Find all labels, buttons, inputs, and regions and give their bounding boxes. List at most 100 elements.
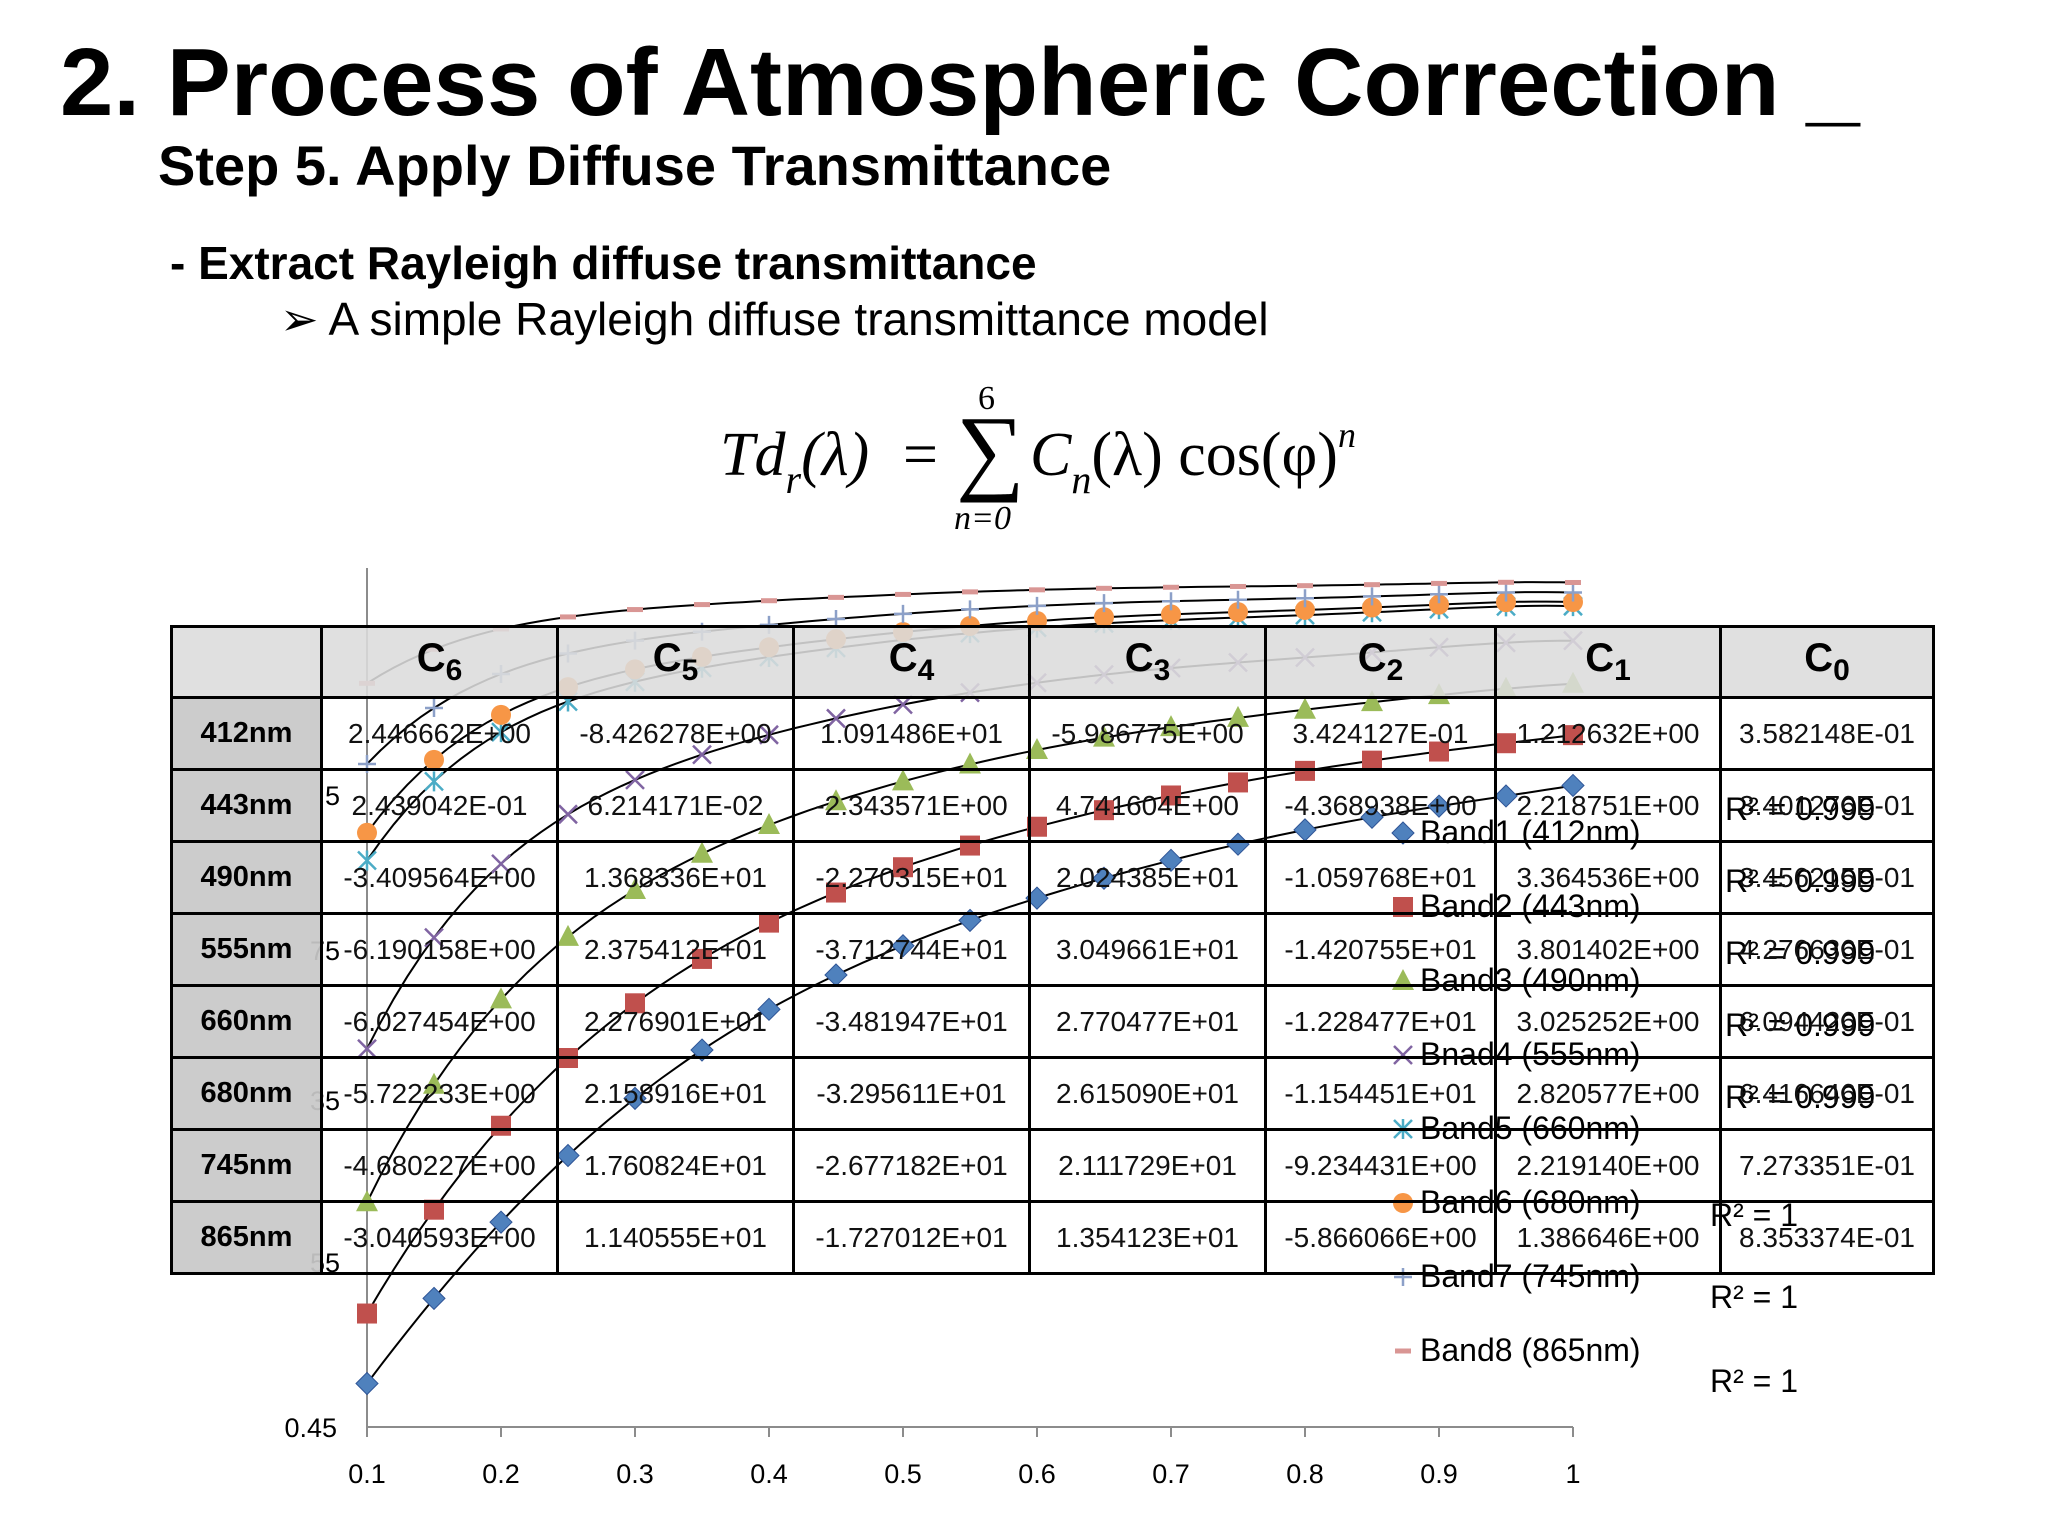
column-header-letter: C <box>1124 636 1154 680</box>
formula-equals: = <box>903 421 938 489</box>
table-cell: -1.228477E+01 <box>1264 984 1497 1059</box>
data-point-circle <box>1429 594 1449 615</box>
row-band-label: 490nm <box>170 840 323 915</box>
x-tick-label: 0.4 <box>750 1459 788 1489</box>
formula-lhs-arg: (λ) <box>801 421 870 489</box>
column-header-subscript: 4 <box>917 654 935 687</box>
table-cell: 2.219140E+00 <box>1494 1128 1722 1203</box>
data-point-dash <box>1163 584 1179 590</box>
table-cell: 6.214171E-02 <box>556 768 795 843</box>
row-band-label: 865nm <box>170 1200 323 1275</box>
data-point-plus <box>1296 589 1314 608</box>
legend-label: Band8 (865nm) <box>1420 1332 1641 1368</box>
table-cell: 2.276901E+01 <box>556 984 795 1059</box>
table-cell: 2.446662E+00 <box>320 696 559 771</box>
table-cell: -5.722233E+00 <box>320 1056 559 1131</box>
formula-rhs: Cn(λ) cos(φ)n <box>1030 415 1356 502</box>
column-header-subscript: 3 <box>1153 654 1171 687</box>
data-point-dash <box>761 598 777 604</box>
table-cell: 1.368336E+01 <box>556 840 795 915</box>
table-body: 412nm 2.446662E+00 -8.426278E+00 1.091486E+… <box>170 696 1935 1275</box>
data-point-plus <box>827 610 845 629</box>
data-point-circle <box>1161 604 1181 625</box>
table-cell: -9.234431E+00 <box>1264 1128 1497 1203</box>
r-squared-label: R² = 1 <box>1710 1363 1798 1399</box>
data-point-dash <box>895 591 911 597</box>
data-point-circle <box>1295 599 1315 620</box>
data-point-dash <box>1029 587 1045 593</box>
table-cell: 1.140555E+01 <box>556 1200 795 1275</box>
data-point-plus <box>1497 583 1515 602</box>
table-cell: -1.420755E+01 <box>1264 912 1497 987</box>
data-point-square <box>357 1303 377 1324</box>
table-row: 412nm 2.446662E+00 -8.426278E+00 1.091486E+… <box>170 696 1935 771</box>
table-cell: -1.154451E+01 <box>1264 1056 1497 1131</box>
data-point-dash <box>1395 1348 1411 1354</box>
data-point-circle <box>1563 592 1583 613</box>
x-tick-label: 0.9 <box>1420 1459 1458 1489</box>
data-point-diamond <box>355 1371 379 1396</box>
table-cell: 8.353374E-01 <box>1719 1200 1935 1275</box>
table-cell: 2.439042E-01 <box>320 768 559 843</box>
column-header-c6: C6 <box>320 625 559 699</box>
data-point-circle <box>1496 592 1516 613</box>
table-cell: 3.424127E-01 <box>1264 696 1497 771</box>
formula-upper-limit: 6 <box>978 380 995 417</box>
x-tick-label: 0.2 <box>482 1459 520 1489</box>
data-point-dash <box>560 614 576 620</box>
table-cell: 3.456215E-01 <box>1719 840 1935 915</box>
table-row: 660nm -6.027454E+00 2.276901E+01 -3.481947E… <box>170 984 1935 1059</box>
x-tick-label: 0.5 <box>884 1459 922 1489</box>
x-tick-label: 0.6 <box>1018 1459 1056 1489</box>
row-band-label: 660nm <box>170 984 323 1059</box>
data-point-plus <box>1162 592 1180 611</box>
column-header-c3: C3 <box>1028 625 1267 699</box>
data-point-circle <box>1362 597 1382 618</box>
table-cell: -2.677182E+01 <box>792 1128 1031 1203</box>
table-cell: 1.760824E+01 <box>556 1128 795 1203</box>
column-header-subscript: 2 <box>1386 654 1404 687</box>
table-cell: 2.218751E+00 <box>1494 768 1722 843</box>
table-cell: -1.727012E+01 <box>792 1200 1031 1275</box>
data-point-dash <box>694 602 710 608</box>
data-point-dash <box>1230 583 1246 589</box>
table-cell: 6.416646E-01 <box>1719 1056 1935 1131</box>
table-row: 490nm -3.409564E+00 1.368336E+01 -2.270315E… <box>170 840 1935 915</box>
column-header-letter: C <box>416 636 446 680</box>
table-row: 443nm 2.439042E-01 6.214171E-02 -2.343571E+… <box>170 768 1935 843</box>
table-cell: -6.027454E+00 <box>320 984 559 1059</box>
table-cell: 1.354123E+01 <box>1028 1200 1267 1275</box>
formula-coef-subscript: n <box>1071 457 1092 502</box>
formula-td: Td <box>720 421 786 489</box>
slide-title: 2. Process of Atmospheric Correction _ <box>60 29 1860 136</box>
x-tick-label: 0.1 <box>348 1459 386 1489</box>
table-header-row: C6 C5 C4 C3 C2 C1 C0 <box>170 625 1935 699</box>
data-point-dash <box>1565 579 1581 585</box>
table-cell: 4.741604E+00 <box>1028 768 1267 843</box>
column-header-c0: C0 <box>1719 625 1935 699</box>
formula-lhs-subscript: r <box>785 457 802 502</box>
transmittance-formula: Tdr(λ) = 6 ∑ n=0 Cn(λ) cos(φ)n <box>710 380 1410 550</box>
data-point-plus <box>1028 596 1046 615</box>
table-cell: -4.368938E+00 <box>1264 768 1497 843</box>
data-point-plus <box>1430 585 1448 604</box>
table-cell: 3.025252E+00 <box>1494 984 1722 1059</box>
table-cell: -3.040593E+00 <box>320 1200 559 1275</box>
column-header-c1: C1 <box>1494 625 1722 699</box>
formula-exponent: n <box>1337 415 1356 455</box>
table-cell: 2.111729E+01 <box>1028 1128 1267 1203</box>
table-cell: -2.343571E+00 <box>792 768 1031 843</box>
table-cell: -2.270315E+01 <box>792 840 1031 915</box>
data-point-circle <box>1228 602 1248 623</box>
table-cell: 2.770477E+01 <box>1028 984 1267 1059</box>
table-cell: -1.059768E+01 <box>1264 840 1497 915</box>
x-tick-label: 0.8 <box>1286 1459 1324 1489</box>
table-cell: 3.582148E-01 <box>1719 696 1935 771</box>
formula-coef-arg: (λ) cos(φ) <box>1091 421 1338 489</box>
formula-coef: C <box>1030 421 1072 489</box>
table-cell: 3.401276E-01 <box>1719 768 1935 843</box>
arrow-bullet-icon: ➢ <box>280 293 319 345</box>
data-point-diamond <box>422 1286 446 1311</box>
sub-bullet-text: A simple Rayleigh diffuse transmittance … <box>328 293 1269 345</box>
y-tick-label: 0.45 <box>284 1413 337 1443</box>
